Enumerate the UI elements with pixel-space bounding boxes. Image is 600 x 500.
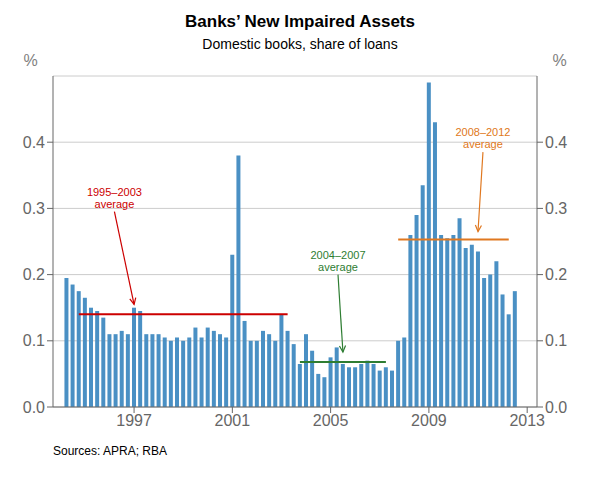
svg-text:%: % <box>552 52 566 69</box>
html-text:Sources: APRA; RBA: Sources: APRA; RBA <box>53 444 167 458</box>
svg-text:0.0: 0.0 <box>23 399 45 416</box>
svg-text:2004–2007average: 2004–2007average <box>310 249 365 273</box>
svg-text:0.4: 0.4 <box>545 134 567 151</box>
svg-text:0.0: 0.0 <box>545 399 567 416</box>
html-text:Banks’ New Impaired Assets: Banks’ New Impaired Assets <box>185 12 415 31</box>
html-text:Domestic books, share of loans: Domestic books, share of loans <box>202 36 398 52</box>
svg-text:1997: 1997 <box>116 412 152 429</box>
svg-text:0.3: 0.3 <box>23 200 45 217</box>
svg-text:2005: 2005 <box>313 412 349 429</box>
svg-text:0.2: 0.2 <box>545 266 567 283</box>
svg-text:0.3: 0.3 <box>545 200 567 217</box>
svg-text:%: % <box>23 52 37 69</box>
svg-text:0.1: 0.1 <box>545 332 567 349</box>
svg-text:2001: 2001 <box>215 412 251 429</box>
svg-text:2009: 2009 <box>411 412 447 429</box>
svg-text:0.2: 0.2 <box>23 266 45 283</box>
svg-text:0.4: 0.4 <box>23 134 45 151</box>
svg-text:1995–2003average: 1995–2003average <box>87 186 142 210</box>
svg-text:2008–2012average: 2008–2012average <box>455 126 510 150</box>
svg-text:0.1: 0.1 <box>23 332 45 349</box>
svg-text:2013: 2013 <box>509 412 545 429</box>
